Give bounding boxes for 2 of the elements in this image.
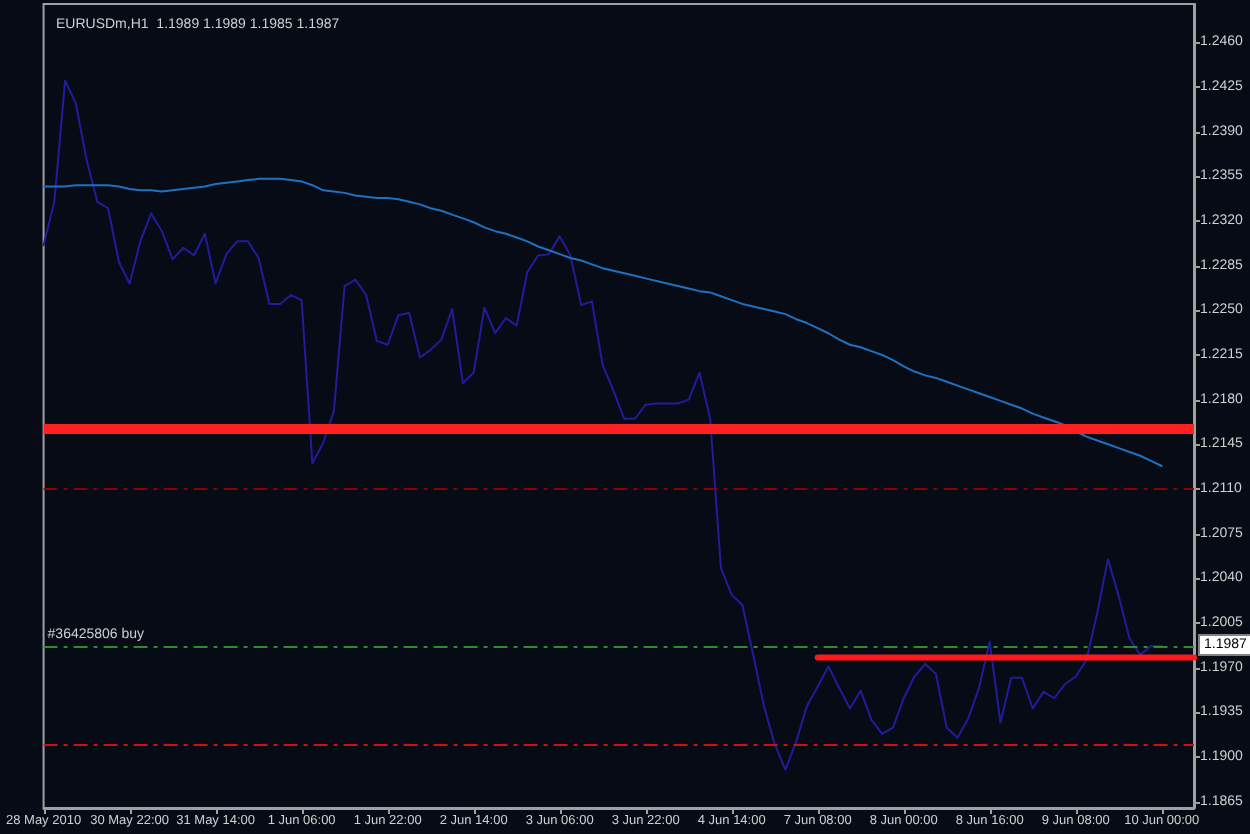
- line-series: [42, 177, 1163, 467]
- line-series: [42, 79, 1163, 771]
